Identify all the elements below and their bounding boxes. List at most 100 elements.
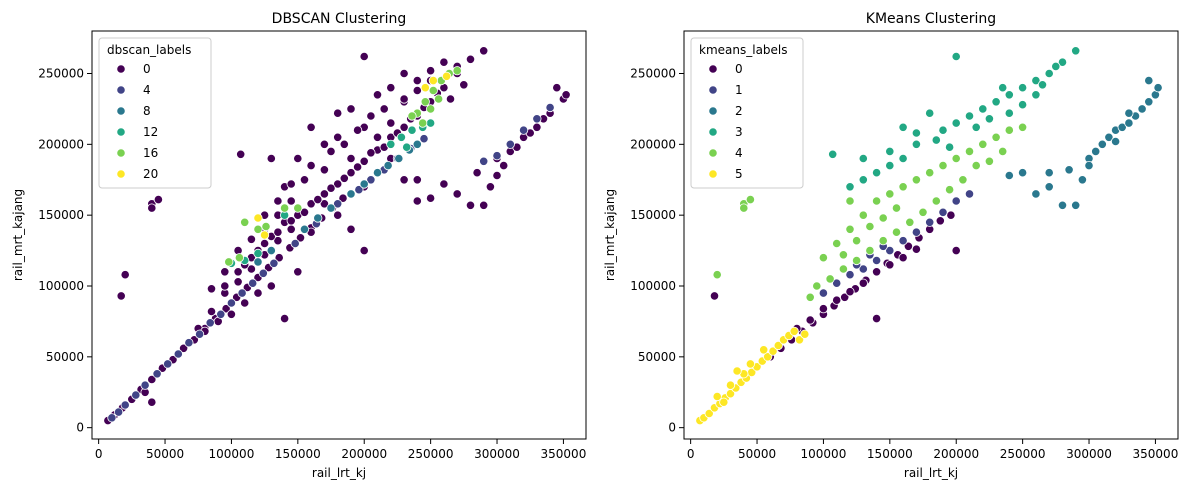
data-point-5-19 [794, 335, 805, 345]
data-point-5-2 [704, 408, 714, 419]
data-point-0-17 [946, 210, 956, 220]
data-point-4-38 [865, 221, 875, 232]
data-point-2-1 [1044, 182, 1054, 192]
legend: dbscan_labels 0 4 8 12 16 20 [98, 37, 212, 189]
data-point-3-9 [964, 111, 975, 121]
data-point-1-8 [184, 338, 194, 348]
legend-title: kmeans_labels [699, 43, 788, 57]
y-axis-label: rail_mrt_kajang [11, 189, 25, 281]
data-point-4-6 [845, 224, 855, 234]
data-point-0-151 [339, 139, 349, 149]
data-point-4-13 [938, 161, 948, 171]
data-point-5-26 [745, 359, 756, 369]
data-point-2-4 [359, 179, 369, 189]
data-point-2-11 [266, 246, 276, 256]
plot-frame [91, 30, 587, 440]
legend-label: 3 [735, 125, 743, 139]
y-tick-label: 0 [668, 421, 676, 435]
data-point-4-26 [918, 207, 928, 217]
data-point-3-8 [253, 248, 263, 258]
x-tick-label: 200000 [341, 447, 387, 461]
data-point-4-16 [234, 253, 244, 263]
data-point-4-2 [739, 203, 749, 213]
data-point-0-113 [386, 83, 396, 93]
data-point-0-137 [326, 183, 336, 193]
data-point-3-4 [1031, 76, 1041, 86]
data-point-2-15 [1144, 76, 1154, 86]
data-point-4-4 [818, 253, 829, 263]
legend-marker [116, 169, 126, 179]
data-point-2-12 [1137, 104, 1147, 114]
data-point-0-135 [352, 162, 363, 172]
data-point-2-16 [1153, 83, 1163, 93]
data-point-0-50 [479, 46, 489, 56]
y-tick-label: 150000 [630, 208, 676, 222]
data-point-0-93 [266, 281, 276, 291]
data-point-0-25 [206, 306, 217, 317]
data-point-0-40 [346, 168, 356, 178]
x-tick-label: 50000 [146, 447, 184, 461]
data-point-4-10 [240, 217, 250, 227]
data-point-4-37 [851, 236, 862, 246]
data-point-0-67 [479, 200, 489, 210]
data-point-3-33 [944, 142, 955, 152]
data-point-5-24 [719, 397, 729, 407]
data-point-4-24 [944, 185, 955, 195]
data-point-1-1 [832, 278, 842, 288]
data-point-3-5 [1017, 83, 1028, 93]
data-point-5-27 [759, 345, 769, 355]
data-point-2-23 [1124, 108, 1134, 118]
legend-marker [708, 85, 718, 95]
data-point-4-14 [293, 203, 303, 213]
data-point-0-68 [452, 189, 462, 199]
data-point-2-18 [1077, 175, 1088, 185]
data-point-0-44 [399, 122, 409, 132]
legend-label: 0 [143, 62, 151, 76]
data-point-0-27 [885, 260, 895, 270]
data-point-4-8 [871, 196, 882, 206]
data-point-2-10 [253, 257, 263, 267]
data-point-3-2 [407, 125, 417, 135]
data-point-5-1 [259, 230, 270, 240]
data-point-2-22 [1004, 170, 1014, 181]
data-point-3-1 [1071, 46, 1081, 56]
data-point-4-20 [971, 161, 981, 171]
data-point-4-33 [825, 274, 835, 284]
data-point-0-17 [274, 253, 284, 263]
data-point-0-87 [346, 224, 356, 234]
data-point-0-154 [379, 104, 389, 114]
data-point-1-19 [333, 199, 343, 209]
data-point-3-13 [911, 139, 922, 149]
data-point-0-5 [147, 374, 157, 385]
data-point-0-25 [845, 287, 855, 297]
data-point-1-6 [163, 359, 173, 369]
data-point-4-16 [978, 139, 988, 149]
data-point-2-9 [412, 139, 422, 149]
legend-label: 16 [143, 146, 158, 160]
data-point-0-41 [359, 156, 369, 166]
legend-marker [116, 85, 126, 95]
y-tick-label: 200000 [630, 137, 676, 151]
data-point-4-3 [712, 270, 722, 280]
data-point-1-13 [237, 288, 247, 298]
data-point-1-10 [951, 196, 961, 206]
data-point-0-117 [319, 165, 329, 175]
data-point-0-89 [319, 199, 329, 209]
data-point-0-20 [709, 291, 720, 301]
data-point-3-11 [938, 125, 948, 135]
data-point-0-18 [951, 246, 961, 256]
data-point-0-122 [246, 234, 256, 244]
data-point-4-35 [805, 292, 815, 302]
data-point-4-7 [858, 210, 868, 220]
data-point-2-6 [383, 161, 393, 171]
data-point-1-8 [925, 217, 935, 227]
x-tick-label: 150000 [275, 447, 321, 461]
data-point-0-114 [372, 90, 383, 100]
data-point-0-119 [286, 196, 296, 206]
data-point-4-19 [1017, 122, 1028, 132]
data-point-4-32 [838, 264, 849, 274]
data-point-3-32 [931, 135, 941, 145]
data-point-4-7 [425, 104, 436, 114]
data-point-1-9 [195, 329, 205, 339]
data-point-1-27 [518, 125, 529, 135]
